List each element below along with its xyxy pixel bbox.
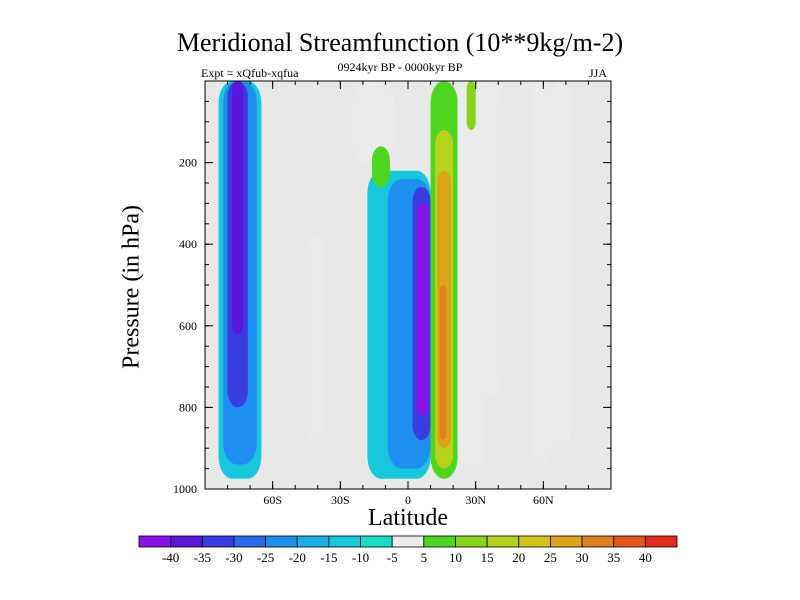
colorbar-label: -30 [225,550,242,565]
colorbar-label: -40 [162,550,179,565]
colorbar-swatch [360,535,393,548]
contour-region-nh-green-3 [532,81,553,465]
colorbar-label: -35 [194,550,211,565]
x-tick-label: 0 [405,493,411,507]
colorbar-swatch [265,535,298,548]
colorbar-label: 25 [544,550,557,565]
x-tick-label: 30S [331,493,350,507]
x-tick-label: 30N [465,493,486,507]
colorbar-swatch [644,535,678,548]
colorbar-label: 35 [607,550,620,565]
colorbar-swatch [518,535,551,548]
colorbar-label: 40 [639,550,652,565]
colorbar-swatch [550,535,583,548]
y-tick-label: 600 [179,319,197,333]
colorbar-swatch [296,535,330,548]
contour-region-nh-upper-yellow [466,81,476,130]
colorbar-swatch [455,535,488,548]
colorbar-swatch [581,535,615,548]
y-axis-label: Pressure (in hPa) [118,205,145,369]
colorbar-swatch [613,535,646,548]
contour-region-eq-band-core [417,203,429,416]
colorbar-swatch [423,535,456,548]
colorbar-swatch [233,535,266,548]
contour-region-upper-green-a [351,81,395,163]
x-tick-label: 60N [533,493,554,507]
colorbar-label: 5 [421,550,428,565]
y-tick-label: 800 [179,400,197,414]
colorbar-label: -25 [257,550,274,565]
colorbar-label: -15 [320,550,337,565]
y-tick-label: 400 [179,237,197,251]
contour-region-nh-pos-core [439,285,447,441]
contour-region-sh-band-core [232,81,244,334]
contour-region-upper-green-b [371,146,390,188]
colorbar-swatch [486,535,520,548]
experiment-label: Expt = xQfub-xqfua [201,66,299,80]
colorbar-label: 20 [512,550,525,565]
colorbar-swatch [391,535,425,548]
colorbar-label: -10 [352,550,369,565]
contour-fill-group [218,81,571,479]
contour-region-nh-green-4 [550,81,571,449]
season-label: JJA [589,66,608,80]
colorbar-label: 15 [481,550,494,565]
colorbar-label: 10 [449,550,462,565]
contour-region-sh-mid-green [304,236,325,441]
y-tick-label: 200 [179,156,197,170]
colorbar-swatch [201,535,235,548]
period-label: 0924kyr BP - 0000kyr BP [337,60,463,74]
x-axis-label: Latitude [368,505,448,531]
colorbar-label: -5 [387,550,398,565]
contour-region-nh-green-2 [471,81,503,400]
colorbar-swatch [170,535,203,548]
chart-title: Meridional Streamfunction (10**9kg/m-2) [176,28,624,57]
colorbar-swatch [328,535,361,548]
y-tick-label: 1000 [173,482,197,496]
x-tick-label: 60S [263,493,282,507]
colorbar-label: 30 [576,550,589,565]
colorbar-label: -20 [289,550,306,565]
colorbar-swatch [138,535,172,548]
